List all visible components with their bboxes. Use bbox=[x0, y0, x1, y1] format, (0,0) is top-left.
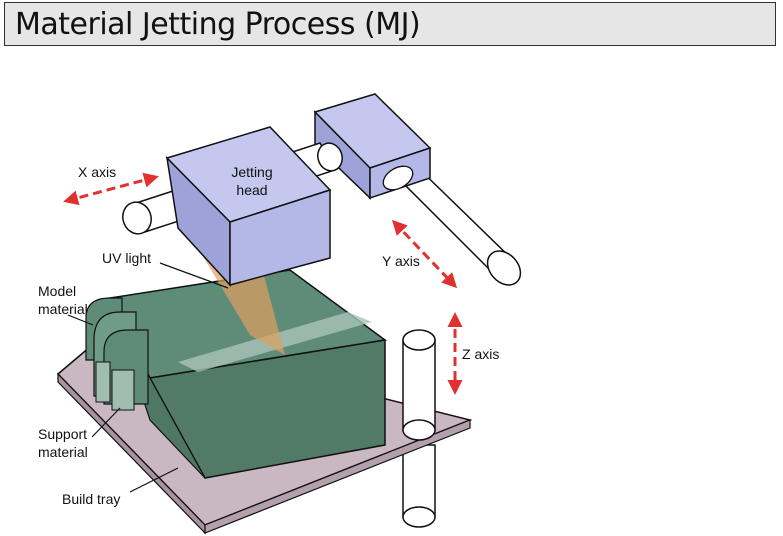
jetting-head bbox=[165, 126, 332, 287]
y-axis-arrow bbox=[391, 219, 458, 289]
support-material-label-line1: Support bbox=[38, 426, 87, 442]
build-tray-label: Build tray bbox=[62, 491, 120, 507]
support-material-label-line2: material bbox=[38, 444, 88, 460]
jetting-head-label-line1: Jetting bbox=[231, 164, 272, 180]
support-material-leader bbox=[91, 407, 121, 438]
x-axis-label: X axis bbox=[78, 164, 116, 180]
page-title: Material Jetting Process (MJ) bbox=[15, 6, 421, 42]
support-material bbox=[85, 297, 149, 411]
z-axis-label: Z axis bbox=[462, 346, 499, 362]
uv-light-leader bbox=[159, 262, 229, 289]
z-post-lower bbox=[402, 444, 436, 528]
jetting-head-label-line2: head bbox=[236, 182, 267, 198]
build-tray-leader bbox=[129, 467, 179, 493]
model-material-label-line2: material bbox=[38, 301, 88, 317]
x-axis-arrow bbox=[63, 172, 159, 206]
uv-light-label: UV light bbox=[102, 250, 151, 266]
model-material-label-line1: Model bbox=[38, 283, 76, 299]
y-axis-label: Y axis bbox=[382, 253, 420, 269]
title-bar: Material Jetting Process (MJ) bbox=[4, 2, 776, 46]
model-material-leader bbox=[67, 314, 94, 326]
y-rail bbox=[386, 159, 522, 286]
z-post-upper bbox=[402, 329, 436, 441]
